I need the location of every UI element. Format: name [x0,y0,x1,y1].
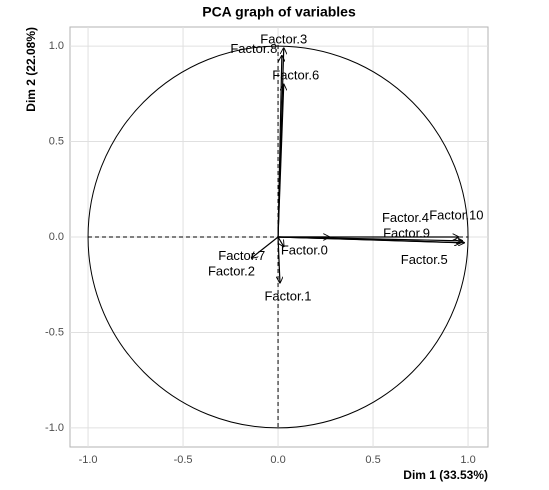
y-tick-label: 1.0 [49,40,64,52]
arrow [278,236,284,247]
y-tick-label: 0.5 [49,135,64,147]
variable-label: Factor.9 [383,225,430,240]
y-tick-label: -1.0 [45,422,64,434]
variable-label: Factor.10 [429,207,483,222]
x-tick-label: -0.5 [174,454,193,466]
x-axis-label: Dim 1 (33.53%) [403,468,488,482]
variable-label: Factor.0 [281,242,328,257]
chart-title: PCA graph of variables [202,4,356,20]
y-axis-label: Dim 2 (22.08%) [24,27,38,112]
variable-label: Factor.4 [382,210,429,225]
y-tick-label: -0.5 [45,326,64,338]
variable-label: Factor.7 [218,248,265,263]
y-tick-label: 0.0 [49,231,64,243]
arrow [251,236,279,258]
variable-label: Factor.2 [208,263,255,278]
arrow [277,84,284,238]
unit-circle [87,45,469,429]
x-tick-label: 1.0 [460,454,475,466]
x-tick-label: 0.5 [365,454,380,466]
arrow [278,236,280,283]
variable-label: Factor.1 [264,288,311,303]
variable-label: Factor.5 [401,252,448,267]
arrow [278,236,464,243]
variable-label: Factor.3 [260,31,307,46]
x-tick-label: -1.0 [79,454,98,466]
x-tick-label: 0.0 [270,454,285,466]
variable-label: Factor.6 [272,68,319,83]
variable-label: Factor.8 [230,41,277,56]
